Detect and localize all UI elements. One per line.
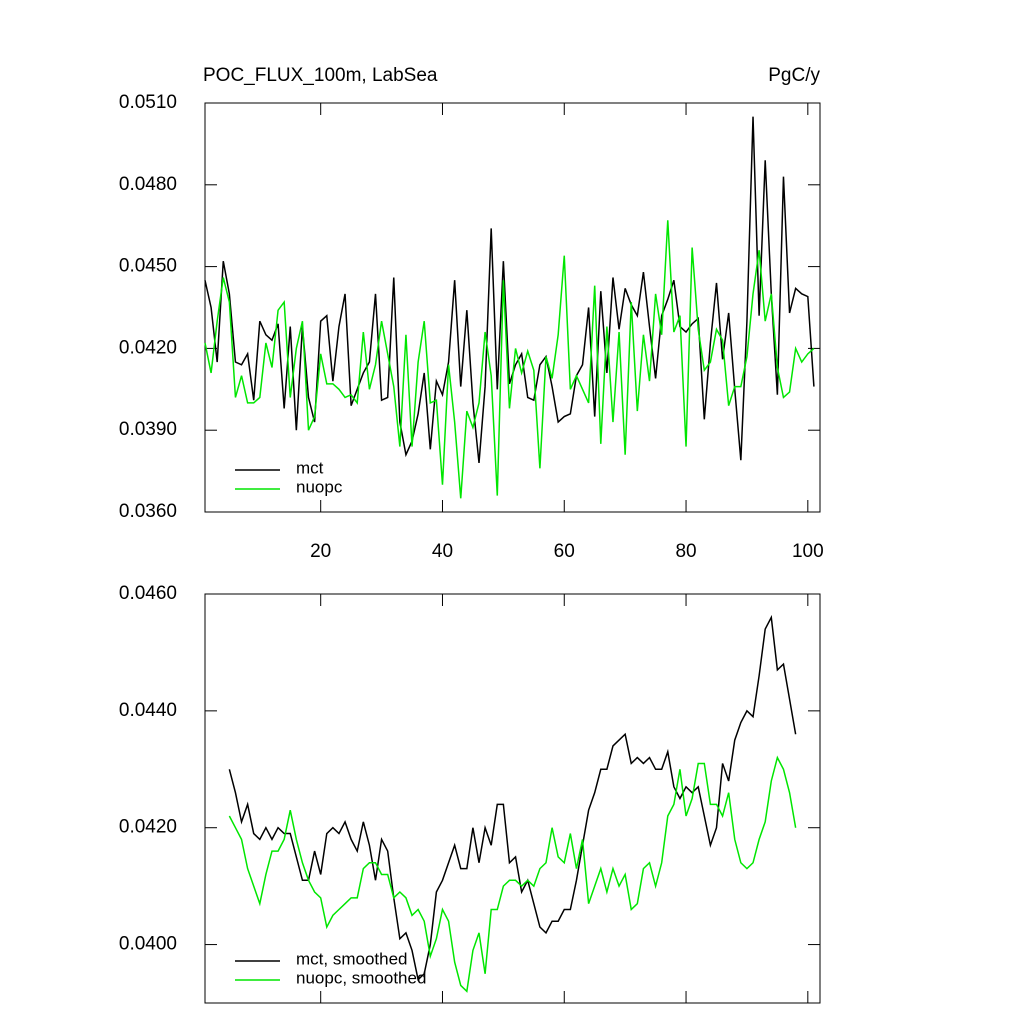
y-tick-label: 0.0510 [119, 92, 177, 113]
legend-label: mct, smoothed [296, 949, 408, 968]
data-line [204, 116, 815, 463]
legend-label: mct [296, 458, 324, 477]
y-tick-label: 0.0420 [119, 337, 177, 358]
legend-label: nuopc, smoothed [296, 968, 426, 987]
y-tick-label: 0.0390 [119, 419, 177, 440]
x-tick-label: 20 [310, 541, 331, 562]
y-tick-label: 0.0450 [119, 256, 177, 277]
y-units: PgC/y [768, 65, 820, 86]
y-tick-label: 0.0420 [119, 817, 177, 838]
x-tick-label: 40 [432, 541, 453, 562]
data-line [228, 614, 797, 982]
y-tick-label: 0.0360 [119, 501, 177, 522]
plot-frame [204, 593, 821, 1004]
data-line [228, 755, 797, 993]
y-tick-label: 0.0480 [119, 174, 177, 195]
data-line [204, 220, 815, 499]
x-tick-label: 80 [675, 541, 696, 562]
chart-title: POC_FLUX_100m, LabSea [203, 65, 438, 86]
y-tick-label: 0.0400 [119, 934, 177, 955]
y-tick-label: 0.0460 [119, 583, 177, 604]
y-tick-label: 0.0440 [119, 700, 177, 721]
legend-label: nuopc [296, 477, 343, 496]
x-tick-label: 100 [792, 541, 824, 562]
plot-frame [204, 102, 821, 513]
x-tick-label: 60 [554, 541, 575, 562]
